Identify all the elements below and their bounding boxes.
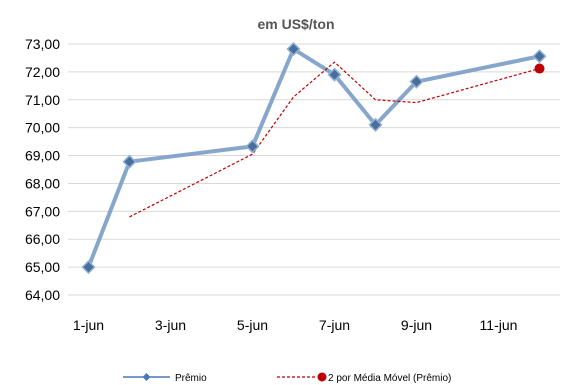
- y-tick-label: 72,00: [25, 64, 60, 80]
- legend: Prêmio 2 por Média Móvel (Prêmio): [123, 372, 451, 384]
- gridlines: [68, 43, 560, 296]
- data-point-premio: [286, 41, 301, 57]
- data-point-premio: [327, 67, 342, 82]
- legend-label-media-movel: 2 por Média Móvel (Prêmio): [328, 373, 451, 384]
- legend-item-premio: Prêmio: [123, 373, 207, 384]
- data-point-premio: [409, 74, 424, 89]
- y-tick-label: 65,00: [25, 259, 60, 275]
- y-tick-label: 68,00: [25, 175, 60, 191]
- y-tick-label: 71,00: [25, 92, 60, 108]
- y-tick-label: 69,00: [25, 148, 60, 164]
- y-tick-label: 67,00: [25, 203, 60, 219]
- legend-item-media-movel: 2 por Média Móvel (Prêmio): [277, 372, 451, 384]
- y-tick-label: 73,00: [25, 36, 60, 52]
- series-line-premio: [86, 47, 540, 268]
- series-line-media-movel: [129, 61, 540, 218]
- y-tick-label: 66,00: [25, 231, 60, 247]
- x-tick-label: 3-jun: [155, 317, 186, 333]
- x-tick-label: 11-jun: [480, 317, 518, 333]
- data-point-premio: [122, 154, 137, 169]
- x-tick-label: 1-jun: [73, 317, 104, 333]
- y-axis-ticks: 64,00 65,00 66,00 67,00 68,00 69,00 70,00 71,00…: [25, 36, 60, 303]
- data-point-premio: [368, 117, 383, 132]
- y-tick-label: 64,00: [25, 287, 60, 303]
- x-axis-ticks: 1-jun 3-jun 5-jun 7-jun 9-jun 11-jun: [73, 317, 518, 333]
- data-point-premio: [532, 49, 547, 64]
- legend-marker-premio: [142, 373, 151, 381]
- data-point-media-movel: [534, 63, 545, 74]
- x-tick-label: 5-jun: [237, 317, 268, 333]
- legend-label-premio: Prêmio: [175, 373, 207, 384]
- y-tick-label: 70,00: [25, 120, 60, 136]
- x-tick-label: 7-jun: [319, 317, 350, 333]
- x-tick-label: 9-jun: [401, 317, 432, 333]
- series-lines: [81, 41, 547, 275]
- data-point-premio: [245, 139, 260, 154]
- chart-subtitle: em US$/ton: [257, 16, 334, 32]
- legend-marker-media-movel: [317, 372, 327, 382]
- data-point-premio: [81, 260, 96, 275]
